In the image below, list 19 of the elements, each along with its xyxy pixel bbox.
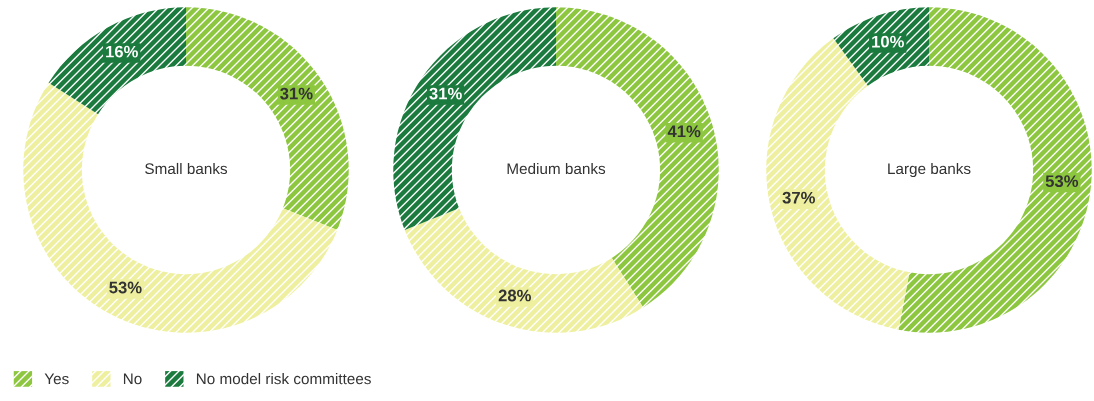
donut-slice xyxy=(186,7,349,230)
legend-label: Yes xyxy=(44,373,69,385)
data-label: 28% xyxy=(498,289,531,302)
legend-label: No xyxy=(123,373,142,385)
data-label: 10% xyxy=(872,35,904,48)
data-label: 53% xyxy=(1045,175,1079,188)
donut-slice xyxy=(23,82,338,333)
text: Small banks xyxy=(145,162,228,175)
data-label: 37% xyxy=(782,191,815,204)
text: Medium banks xyxy=(507,162,606,175)
data-label: 41% xyxy=(667,125,701,138)
data-label: 31% xyxy=(280,87,313,100)
legend-label: No model risk committees xyxy=(196,373,371,385)
data-label: 53% xyxy=(109,281,142,294)
text: Large banks xyxy=(888,162,971,178)
donut-slice xyxy=(404,208,644,333)
donut-slice xyxy=(48,7,186,115)
data-label: 16% xyxy=(106,45,138,58)
data-label: 31% xyxy=(429,87,462,100)
